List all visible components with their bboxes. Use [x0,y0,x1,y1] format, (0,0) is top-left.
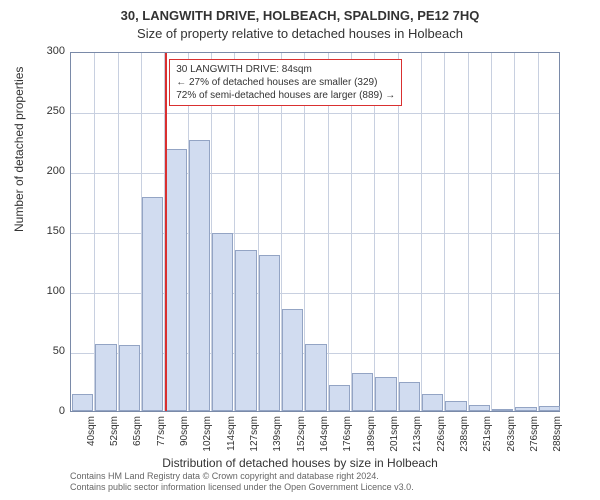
y-tick: 250 [25,105,65,117]
bar [212,233,233,411]
footer-line-2: Contains public sector information licen… [70,482,414,494]
bar [422,394,443,411]
y-tick: 200 [25,165,65,177]
title-address: 30, LANGWITH DRIVE, HOLBEACH, SPALDING, … [0,8,600,23]
chart-container: 30, LANGWITH DRIVE, HOLBEACH, SPALDING, … [0,0,600,500]
info-line-3: 72% of semi-detached houses are larger (… [176,89,395,102]
reference-line [165,53,167,411]
bar [352,373,373,411]
bar [445,401,466,411]
y-tick: 0 [25,405,65,417]
footer-attrib: Contains HM Land Registry data © Crown c… [70,471,414,494]
bar [329,385,350,411]
y-tick: 100 [25,285,65,297]
bar [539,406,560,411]
plot-area: 30 LANGWITH DRIVE: 84sqm ← 27% of detach… [70,52,560,412]
bar [515,407,536,411]
y-tick: 50 [25,345,65,357]
y-tick: 150 [25,225,65,237]
x-axis-label: Distribution of detached houses by size … [0,456,600,470]
bar [95,344,116,411]
bar [72,394,93,411]
bar [142,197,163,411]
title-subtitle: Size of property relative to detached ho… [0,26,600,41]
bar [282,309,303,411]
info-line-1: 30 LANGWITH DRIVE: 84sqm [176,63,395,76]
bar [469,405,490,411]
info-box: 30 LANGWITH DRIVE: 84sqm ← 27% of detach… [169,59,402,106]
bar [189,140,210,411]
bar [119,345,140,411]
bar [399,382,420,411]
footer-line-1: Contains HM Land Registry data © Crown c… [70,471,414,483]
y-axis-label: Number of detached properties [12,67,26,232]
bar [492,409,513,411]
info-line-2: ← 27% of detached houses are smaller (32… [176,76,395,89]
bar [165,149,186,411]
bar [235,250,256,411]
bar [305,344,326,411]
bars-layer [71,53,559,411]
bar [259,255,280,411]
y-tick: 300 [25,45,65,57]
bar [375,377,396,411]
